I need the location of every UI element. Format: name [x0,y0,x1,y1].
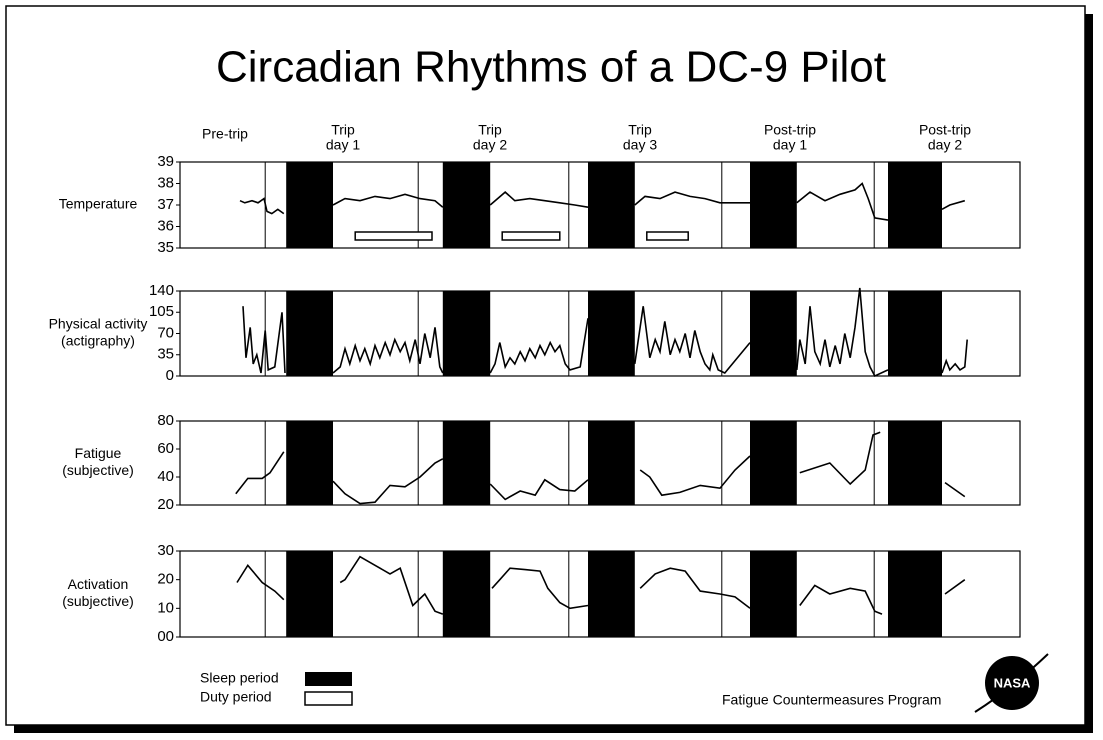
day-label: day 1 [326,137,360,153]
day-label: Trip [478,122,502,138]
panel: 20 40 60 80 Fatigue(subjective) [62,412,1021,513]
sleep-period [588,551,635,637]
data-line [235,431,966,505]
sleep-period [888,551,942,637]
day-label: Post-trip [764,122,816,138]
y-tick-label: 40 [157,468,174,485]
footer: Fatigue Countermeasures Program [722,692,941,708]
y-tick-label: 10 [157,599,174,616]
y-tick-label: 35 [157,346,174,363]
sleep-period [750,162,797,248]
y-axis-label: Temperature [59,196,138,212]
logo-swoosh [974,653,1049,713]
sleep-period [286,551,333,637]
y-tick-label: 36 [157,217,174,234]
y-axis-label: Fatigue [75,445,122,461]
y-tick-label: 30 [157,542,174,559]
y-axis-label: (subjective) [62,593,134,609]
sleep-period [888,162,942,248]
day-label: day 2 [928,137,962,153]
y-tick-label: 0 [166,367,174,384]
y-tick-label: 38 [157,174,174,191]
y-tick-label: 00 [157,628,174,645]
y-axis-label: Physical activity [49,316,148,332]
y-axis-label: (subjective) [62,462,134,478]
y-axis-label: Activation [68,576,129,592]
duty-period [501,231,561,241]
sleep-period [750,421,797,505]
sleep-period [286,291,333,376]
sleep-period [588,421,635,505]
y-tick-label: 70 [157,324,174,341]
day-label: day 3 [623,137,657,153]
logo-text: NASA [994,675,1031,690]
data-line [236,555,966,615]
y-tick-label: 60 [157,440,174,457]
y-tick-label: 37 [157,196,174,213]
legend-swatch [305,672,352,686]
sleep-period [442,291,491,376]
day-label: day 2 [473,137,507,153]
day-label: day 1 [773,137,807,153]
day-label: Trip [628,122,652,138]
day-label: Trip [331,122,355,138]
day-label: Pre-trip [202,126,248,142]
sleep-period [286,162,333,248]
sleep-period [442,421,491,505]
panels: 35 36 37 38 39 Temperature 0 35 70 105 140 Physical… [49,153,1021,645]
sleep-period [588,291,635,376]
sleep-period [888,421,942,505]
sleep-period [442,551,491,637]
legend-label: Sleep period [200,670,279,686]
y-tick-label: 20 [157,571,174,588]
legend-label: Duty period [200,689,272,705]
data-line [239,182,966,221]
day-label: Post-trip [919,122,971,138]
data-line [242,287,968,378]
y-tick-label: 20 [157,496,174,513]
sleep-period [588,162,635,248]
y-tick-label: 105 [149,303,174,320]
y-axis-label: (actigraphy) [61,333,135,349]
y-tick-label: 35 [157,239,174,256]
sleep-period [442,162,491,248]
sleep-period [750,551,797,637]
title: Circadian Rhythms of a DC-9 Pilot [216,43,886,92]
y-tick-label: 140 [149,282,174,299]
sleep-period [286,421,333,505]
panel: 35 36 37 38 39 Temperature [59,153,1021,256]
duty-period [354,231,433,241]
y-tick-label: 80 [157,412,174,429]
sleep-period [888,291,942,376]
duty-period [646,231,689,241]
sleep-period [750,291,797,376]
panel: 00 10 20 30 Activation(subjective) [62,542,1021,645]
legend-swatch [304,691,353,706]
y-tick-label: 39 [157,153,174,170]
panel: 0 35 70 105 140 Physical activity(actigraphy) [49,282,1021,384]
